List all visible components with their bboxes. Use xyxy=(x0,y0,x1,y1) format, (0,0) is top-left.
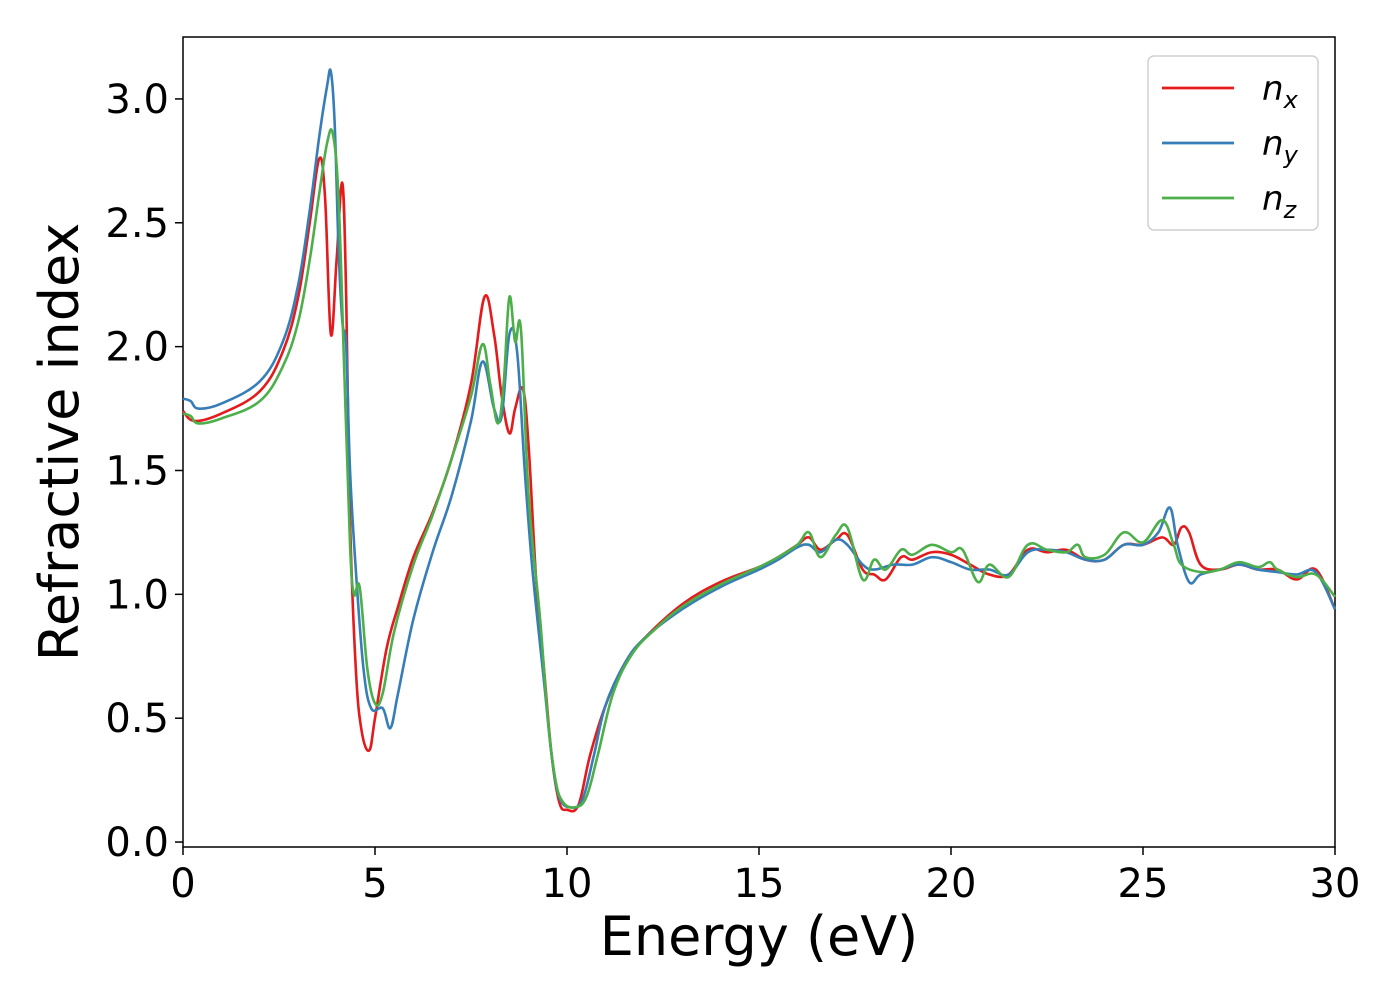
y-axis-ticks: 0.0 0.5 1.0 1.5 2.0 2.5 3.0 xyxy=(105,77,183,866)
x-tick-label: 5 xyxy=(362,861,387,907)
x-tick-label: 0 xyxy=(170,861,195,907)
x-tick-label: 25 xyxy=(1118,861,1169,907)
x-tick-label: 15 xyxy=(734,861,785,907)
y-axis-label: Refractive index xyxy=(28,223,91,662)
legend-label-nz: nz xyxy=(1262,179,1298,224)
y-tick-label: 2.0 xyxy=(105,325,169,371)
y-tick-label: 0.5 xyxy=(105,696,169,742)
y-tick-label: 1.0 xyxy=(105,572,169,618)
legend-label-ny: ny xyxy=(1262,124,1299,169)
y-tick-label: 2.5 xyxy=(105,201,169,247)
x-tick-label: 10 xyxy=(542,861,593,907)
y-tick-label: 1.5 xyxy=(105,448,169,494)
x-axis-label: Energy (eV) xyxy=(600,905,919,968)
series-line-nz xyxy=(182,128,1337,809)
x-tick-label: 20 xyxy=(926,861,977,907)
series-layer xyxy=(182,68,1337,813)
y-tick-label: 3.0 xyxy=(105,77,169,123)
legend: nx ny nz xyxy=(1147,55,1319,231)
x-axis-ticks: 0 5 10 15 20 25 30 xyxy=(170,847,1360,907)
x-tick-label: 30 xyxy=(1310,861,1361,907)
legend-label-nx: nx xyxy=(1262,69,1299,114)
y-tick-label: 0.0 xyxy=(105,820,169,866)
